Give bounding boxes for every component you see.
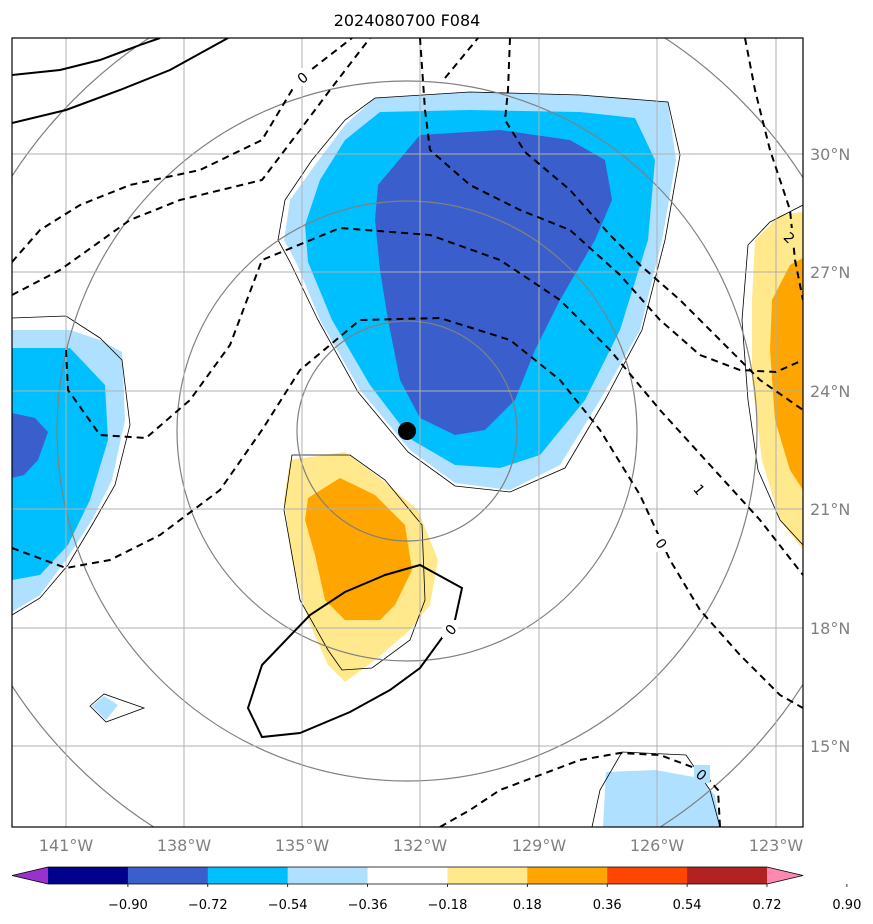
neg-deep-region-left xyxy=(12,413,48,478)
lon-tick-label: 129°W xyxy=(512,836,567,855)
colorbar-tick-label: 0.72 xyxy=(753,898,782,913)
pos-mid-region-right xyxy=(770,258,803,490)
colorbar-tick-label: 0.36 xyxy=(593,898,622,913)
lat-tick-label: 27°N xyxy=(810,263,850,282)
colorbar-tick-label: 0.90 xyxy=(832,898,861,913)
lat-tick-label: 21°N xyxy=(810,500,850,519)
colorbar-segment xyxy=(367,867,448,884)
colorbar-segment xyxy=(127,867,209,884)
lat-axis: 30°N 27°N 24°N 21°N 18°N 15°N xyxy=(810,145,850,756)
colorbar-tick-label: −0.54 xyxy=(268,898,308,913)
colorbar-tick-label: 0.54 xyxy=(673,898,702,913)
lon-tick-label: 132°W xyxy=(393,836,448,855)
lat-tick-label: 24°N xyxy=(810,382,850,401)
lat-tick-label: 30°N xyxy=(810,145,850,164)
colorbar-segment xyxy=(48,867,129,884)
pos-mid-region-center xyxy=(305,478,412,620)
storm-center-marker xyxy=(398,422,416,440)
lon-tick-label: 135°W xyxy=(275,836,330,855)
colorbar-tick-label: −0.18 xyxy=(428,898,468,913)
colorbar-segment xyxy=(207,867,289,884)
lon-axis: 141°W 138°W 135°W 132°W 129°W 126°W 123°… xyxy=(39,836,804,855)
lon-tick-label: 138°W xyxy=(157,836,212,855)
colorbar: −0.90 −0.72 −0.54 −0.36 −0.18 0.18 0.36 0.54 0.7… xyxy=(11,866,861,913)
colorbar-tick-label: −0.36 xyxy=(348,898,388,913)
lon-tick-label: 141°W xyxy=(39,836,94,855)
colorbar-tick-label: 0.18 xyxy=(513,898,542,913)
map-title: 2024080700 F084 xyxy=(334,11,481,30)
map-area: 0 2 1 0 0 0 xyxy=(12,38,803,827)
colorbar-tick-label: −0.90 xyxy=(108,898,148,913)
neg-mid-region-left xyxy=(12,348,108,580)
neg-light-spot xyxy=(92,696,118,720)
colorbar-segment xyxy=(687,867,768,884)
map-frame xyxy=(11,37,804,828)
colorbar-outline xyxy=(11,866,804,885)
lon-tick-label: 123°W xyxy=(749,836,804,855)
colorbar-segment xyxy=(607,867,688,884)
colorbar-segment xyxy=(287,867,369,884)
solid-contours xyxy=(12,38,464,739)
neg-deep-region-main xyxy=(375,130,612,435)
colorbar-segment xyxy=(447,867,528,884)
range-rings xyxy=(12,38,803,827)
colorbar-extend-max xyxy=(767,867,803,884)
lon-tick-label: 126°W xyxy=(630,836,685,855)
neg-light-region-bottom xyxy=(603,770,720,827)
colorbar-extend-min xyxy=(12,867,48,884)
colorbar-tick-label: −0.72 xyxy=(188,898,228,913)
contour-labels: 0 2 1 0 0 0 xyxy=(294,68,798,785)
colorbar-segment xyxy=(527,867,608,884)
graticule xyxy=(12,38,803,827)
lat-tick-label: 18°N xyxy=(810,619,850,638)
lat-tick-label: 15°N xyxy=(810,737,850,756)
